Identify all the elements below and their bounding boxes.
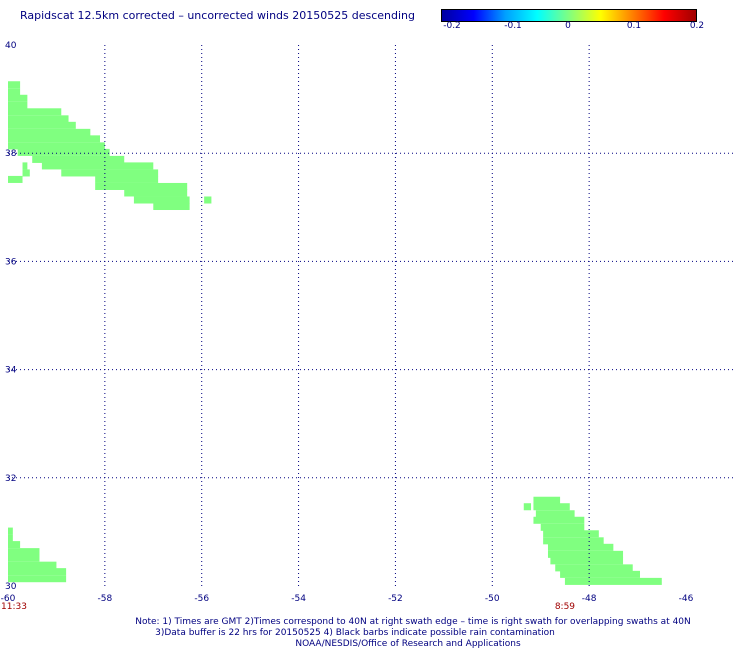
note-line-2: 3)Data buffer is 22 hrs for 20150525 4) … [155,628,555,638]
wind-diff-cell [547,550,624,558]
note-line-1: Note: 1) Times are GMT 2)Times correspon… [135,617,691,627]
latitude-tick-label: 32 [5,474,16,484]
swath-time-label: 8:59 [555,602,575,612]
wind-diff-cell [22,162,28,170]
longitude-tick-label: -60 [1,594,16,604]
wind-diff-cell [535,510,575,518]
longitude-tick-label: -58 [98,594,113,604]
wind-diff-cell [550,557,624,565]
wind-diff-cell [8,568,67,576]
wind-diff-cell [8,108,62,116]
wind-diff-cell [8,81,21,89]
wind-diff-cell [560,570,640,578]
wind-diff-cell [8,115,69,123]
longitude-tick-label: -48 [582,594,597,604]
colorbar-tick-label: 0.2 [689,21,705,31]
wind-diff-cell [61,169,159,177]
wind-diff-cell [8,135,101,143]
wind-diff-cell [8,128,91,136]
wind-diff-cell [543,537,604,545]
wind-diff-cell [8,534,13,542]
wind-diff-cell [95,175,159,183]
wind-diff-cell [8,88,21,96]
wind-diff-cell [133,196,190,204]
longitude-tick-label: -46 [679,594,694,604]
wind-diff-cell [523,503,532,511]
latitude-tick-label: 36 [5,257,17,267]
colorbar-tick-label: 0 [565,21,571,31]
wind-diff-cell [41,162,154,170]
wind-diff-cell [555,564,633,572]
wind-diff-cell [8,575,67,583]
latitude-tick-label: 30 [5,582,17,592]
longitude-tick-label: -56 [194,594,209,604]
wind-diff-cell [533,516,585,524]
swath-time-label: 11:33 [1,602,27,612]
wind-diff-cell [547,543,614,551]
wind-diff-cell [8,561,57,569]
latitude-tick-label: 38 [5,149,17,159]
colorbar [441,9,697,22]
wind-diff-cell [8,121,76,129]
wind-diff-cell [95,182,188,190]
wind-diff-cell [8,142,105,150]
colorbar-tick-label: -0.2 [443,21,461,31]
longitude-tick-label: -52 [388,594,403,604]
wind-diff-cell [204,196,212,204]
wind-diff-cell [153,202,190,211]
wind-diff-cell [8,175,23,183]
note-line-3: NOAA/NESDIS/Office of Research and Appli… [295,639,521,649]
colorbar-tick-label: 0.1 [626,21,642,31]
wind-diff-cell [124,189,188,197]
wind-diff-cell [533,503,570,511]
wind-diff-cell [8,541,21,549]
wind-diff-cell [22,169,30,177]
wind-diff-cell [8,527,13,535]
wind-diff-cell [543,530,599,538]
longitude-tick-label: -54 [291,594,306,604]
wind-diff-cell [540,523,585,531]
wind-diff-cell [8,101,28,109]
latitude-tick-label: 40 [5,41,17,51]
wind-diff-cell [17,148,110,156]
wind-diff-cell [8,94,28,102]
wind-diff-cell [8,554,40,562]
wind-diff-cell [533,496,561,504]
latitude-tick-label: 34 [5,366,17,376]
wind-diff-cell [32,155,125,163]
wind-diff-cell [564,577,662,585]
colorbar-tick-label: -0.1 [504,21,522,31]
wind-diff-cell [8,548,40,556]
longitude-tick-label: -50 [485,594,500,604]
chart-title: Rapidscat 12.5km corrected – uncorrected… [20,9,416,22]
